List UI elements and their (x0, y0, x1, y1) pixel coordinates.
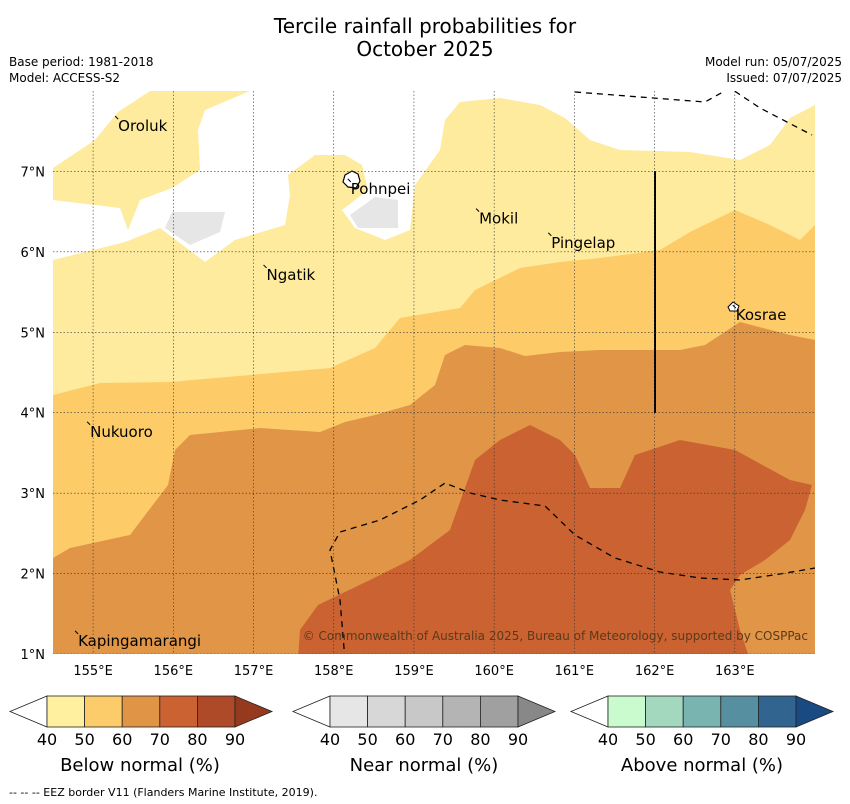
colorbars: 40 50 60 70 80 90 40 50 60 70 80 90 40 50 60 70 80 90 (8, 695, 835, 749)
base-period: Base period: 1981-2018 (9, 55, 154, 69)
colorbar-segment (404, 695, 444, 728)
colorbar-tick-label: 70 (711, 730, 731, 749)
colorbar-segment (159, 695, 198, 728)
colorbar: 40 50 60 70 80 90 (569, 695, 835, 749)
axis-tick-labels: 155°E 156°E 157°E 158°E 159°E 160°E 161°E 162°E… (21, 165, 755, 679)
colorbar-tick-label: 70 (433, 730, 453, 749)
colorbar: 40 50 60 70 80 90 (8, 695, 274, 749)
colorbar-tick-label: 90 (508, 730, 528, 749)
longitude-tick-label: 156°E (154, 664, 194, 679)
colorbar-tick-label: 90 (225, 730, 245, 749)
latitude-tick-label: 2°N (21, 568, 46, 583)
colorbar-tick-label: 80 (470, 730, 490, 749)
longitude-tick-label: 160°E (474, 664, 514, 679)
colorbar-tick-label: 60 (112, 730, 132, 749)
latitude-tick-label: 5°N (21, 326, 46, 341)
model-name: Model: ACCESS-S2 (9, 71, 121, 85)
model-run: Model run: 05/07/2025 (704, 55, 842, 69)
colorbar-tick-label: 50 (74, 730, 94, 749)
place-label: Nukuoro (90, 423, 153, 441)
near-normal-label: Near normal (%) (349, 755, 499, 776)
colorbar-tick-label: 80 (748, 730, 768, 749)
colorbar-tick-label: 60 (395, 730, 415, 749)
colorbar-high-extension (234, 695, 274, 728)
copyright-notice: © Commonwealth of Australia 2025, Bureau… (302, 629, 808, 643)
colorbar-tick-label: 40 (598, 730, 618, 749)
place-label: Kapingamarangi (78, 632, 201, 650)
below-normal-70-80-region (298, 425, 812, 654)
colorbar-high-extension (517, 695, 557, 728)
latitude-tick-label: 7°N (21, 165, 46, 180)
colorbar-high-extension (795, 695, 835, 728)
colorbar-segment (645, 695, 684, 728)
issued-date: Issued: 07/07/2025 (726, 71, 842, 85)
colorbar-segment (758, 695, 797, 728)
colorbar-segment (442, 695, 481, 728)
place-marker (732, 304, 737, 309)
colorbar-tick-label: 80 (187, 730, 207, 749)
latitude-tick-label: 6°N (21, 246, 46, 261)
place-marker (86, 421, 91, 426)
colorbar-tick-label: 50 (635, 730, 655, 749)
map-title-line2: October 2025 (356, 37, 494, 61)
near-normal-patch (165, 212, 225, 245)
colorbar: 40 50 60 70 80 90 (291, 695, 557, 749)
colorbar-segment (121, 695, 161, 728)
near-normal-patch (350, 197, 398, 228)
colorbar-low-extension (569, 695, 609, 728)
place-label: Oroluk (118, 117, 167, 135)
colorbar-tick-label: 40 (37, 730, 57, 749)
place-marker (547, 232, 552, 237)
colorbar-tick-label: 90 (786, 730, 806, 749)
colorbar-segment (329, 695, 368, 728)
colorbar-segment (479, 695, 519, 728)
colorbar-segment (367, 695, 406, 728)
place-label: Pohnpei (351, 180, 411, 198)
longitude-tick-label: 163°E (715, 664, 755, 679)
colorbar-low-extension (8, 695, 48, 728)
place-marker (74, 630, 79, 635)
colorbar-segment (607, 695, 646, 728)
colorbar-segment (682, 695, 722, 728)
colorbar-tick-label: 70 (150, 730, 170, 749)
longitude-tick-label: 162°E (635, 664, 675, 679)
eez-border (329, 482, 815, 654)
place-label: Kosrae (736, 306, 787, 324)
place-marker (263, 264, 267, 269)
above-normal-label: Above normal (%) (620, 755, 784, 776)
colorbar-segment (196, 695, 236, 728)
longitude-tick-label: 161°E (555, 664, 595, 679)
colorbar-segment (84, 695, 123, 728)
place-label: Pingelap (551, 234, 615, 252)
below-normal-40-50-region (53, 91, 250, 230)
meta-left: Base period: 1981-2018 Model: ACCESS-S2 (9, 54, 154, 86)
latitude-tick-label: 1°N (21, 648, 46, 663)
longitude-tick-label: 158°E (314, 664, 354, 679)
longitude-tick-label: 159°E (394, 664, 434, 679)
place-label: Mokil (479, 210, 518, 228)
map-title-line1: Tercile rainfall probabilities for (273, 14, 577, 38)
colorbar-low-extension (291, 695, 331, 728)
colorbar-segment (720, 695, 759, 728)
below-normal-label: Below normal (%) (60, 755, 220, 776)
colorbar-tick-label: 60 (673, 730, 693, 749)
colorbar-segment (46, 695, 85, 728)
eez-border (574, 91, 813, 136)
latitude-tick-label: 3°N (21, 487, 46, 502)
place-marker (347, 178, 352, 183)
place-marker (475, 208, 480, 212)
place-labels: Oroluk Pohnpei Mokil Pingelap Ngatik Kosrae Nu… (74, 115, 787, 650)
colorbar-tick-label: 40 (320, 730, 340, 749)
place-marker (114, 115, 119, 120)
latitude-tick-label: 4°N (21, 407, 46, 422)
pohnpei-island-outline (342, 170, 361, 189)
place-label: Ngatik (267, 266, 316, 284)
longitude-tick-label: 157°E (234, 664, 274, 679)
longitude-tick-label: 155°E (73, 664, 113, 679)
graticule (53, 91, 815, 654)
colorbar-tick-label: 50 (357, 730, 377, 749)
eez-footer: -- -- -- EEZ border V11 (Flanders Marine… (9, 786, 318, 799)
meta-right: Model run: 05/07/2025 Issued: 07/07/2025 (705, 54, 842, 86)
